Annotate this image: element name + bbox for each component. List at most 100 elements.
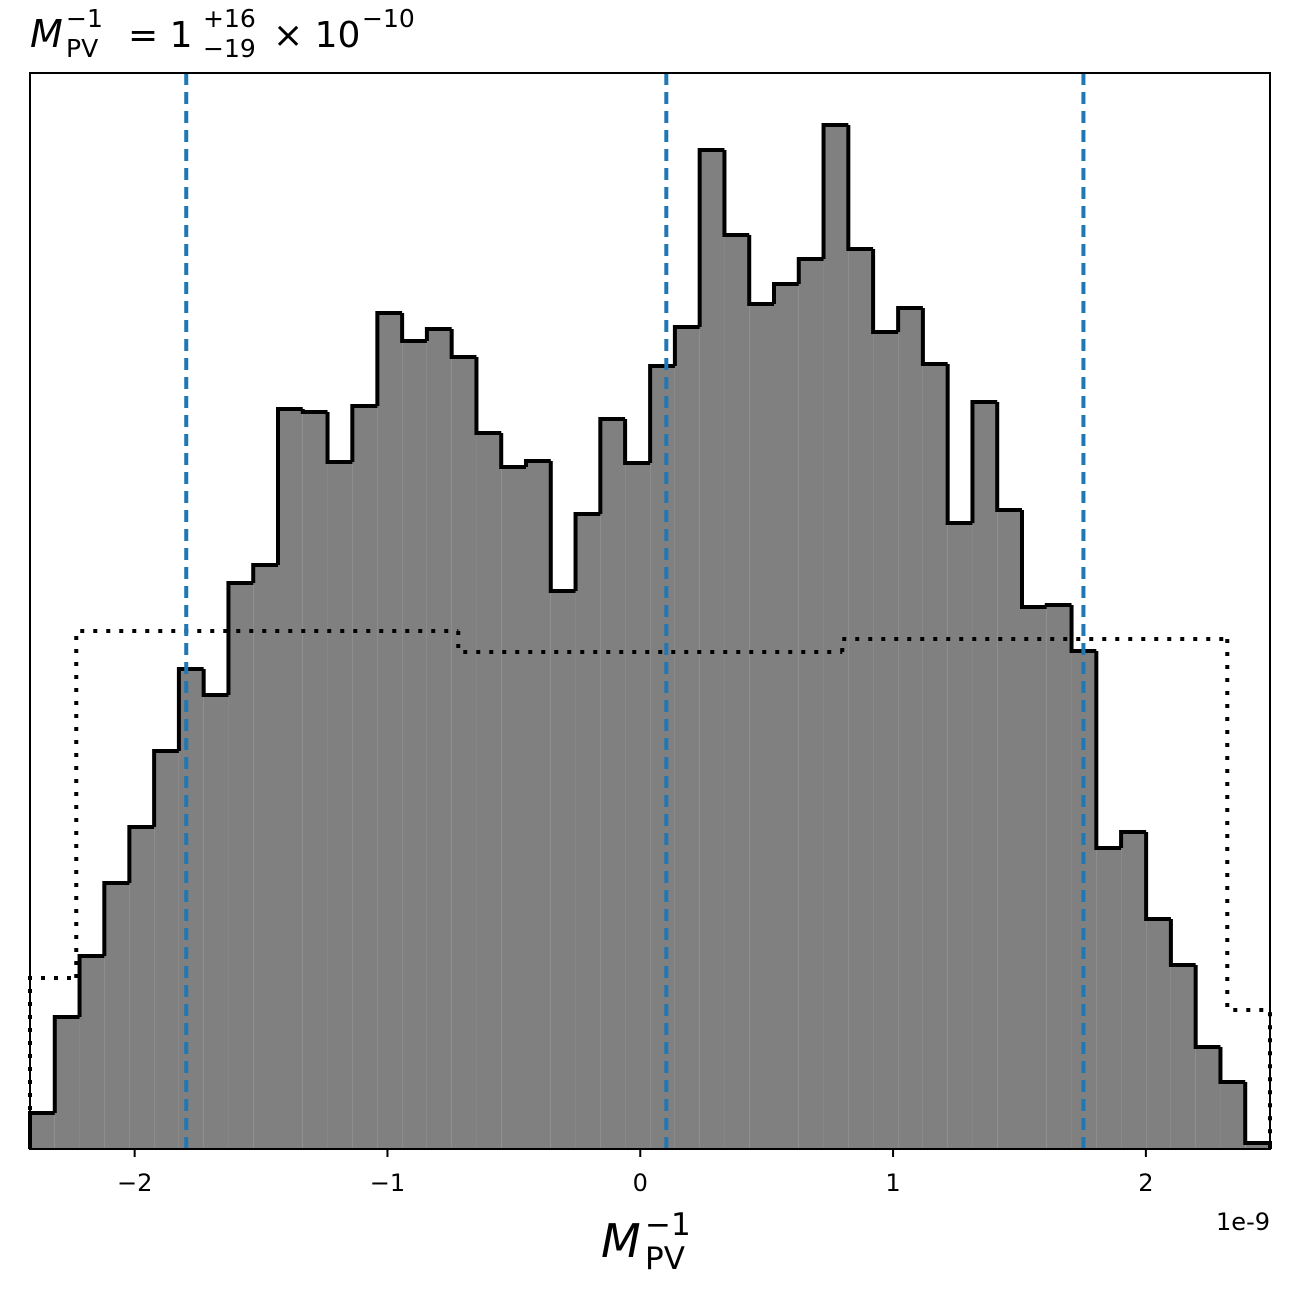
bar-edge — [325, 412, 353, 464]
bar-edge — [1168, 919, 1196, 967]
prior-step — [840, 637, 1228, 652]
bar — [997, 510, 1022, 1149]
bar-edge — [176, 667, 204, 751]
bar — [451, 357, 477, 1149]
bar-edge — [722, 150, 750, 237]
title-minus: −19 — [203, 34, 256, 63]
bar-edge — [400, 313, 427, 343]
bar-edge — [995, 402, 1022, 512]
bar — [104, 883, 130, 1149]
bar-edge — [102, 881, 130, 956]
bar-edge — [821, 123, 849, 259]
bar — [898, 308, 923, 1149]
bar-edge — [127, 825, 155, 883]
bar — [575, 514, 601, 1149]
bar-edge — [945, 364, 973, 525]
bar — [1170, 965, 1196, 1149]
bar-edge — [970, 400, 998, 523]
bar-edge — [276, 407, 303, 565]
bar — [674, 327, 700, 1149]
title-times: × 10 — [273, 15, 360, 56]
bar — [178, 669, 204, 1149]
bar-edge — [796, 257, 824, 284]
bar-edge — [623, 419, 651, 465]
bar-edge — [449, 329, 477, 359]
bar — [1046, 605, 1072, 1149]
title-plus: +16 — [203, 4, 256, 33]
bar — [873, 332, 899, 1149]
bar — [476, 433, 502, 1149]
bar — [1096, 848, 1122, 1149]
bar — [54, 1017, 80, 1149]
bar-edge — [1094, 651, 1122, 850]
bar-edge — [201, 669, 229, 697]
x-offset-label: 1e-9 — [1216, 1208, 1270, 1236]
bar-edge — [697, 148, 725, 327]
bar-edge — [226, 581, 254, 695]
bar — [922, 364, 948, 1149]
axes-frame — [29, 72, 1271, 1150]
bar-edge — [375, 311, 403, 406]
bar-edge — [672, 325, 700, 366]
bar — [30, 1113, 55, 1149]
bar-edge — [1044, 603, 1072, 607]
bar-edge — [846, 125, 874, 251]
bar-edge — [499, 433, 526, 469]
title-eq: = 1 — [128, 15, 193, 56]
bar — [1022, 607, 1047, 1149]
bar — [1146, 919, 1171, 1149]
bar — [749, 304, 774, 1149]
bar — [600, 419, 626, 1149]
bar-edge — [598, 417, 626, 514]
bar — [1195, 1047, 1221, 1149]
bar — [154, 751, 179, 1149]
x-tick-label: 1 — [885, 1169, 900, 1197]
bar-edge — [474, 357, 502, 435]
bar — [1121, 832, 1147, 1149]
bar-edge — [1243, 1082, 1272, 1149]
bar — [278, 409, 303, 1149]
bar-edge — [300, 409, 328, 414]
bar-edge — [896, 306, 923, 332]
bar-edge — [747, 235, 774, 306]
bar-edge — [524, 459, 551, 467]
x-tick-label: −1 — [370, 1169, 405, 1197]
bar — [1220, 1082, 1246, 1149]
bar — [352, 406, 378, 1149]
x-label-symbol: M — [601, 1214, 641, 1268]
x-label-sub: PV — [645, 1241, 685, 1277]
bar-edge — [152, 749, 179, 827]
bar — [253, 565, 278, 1149]
bar — [402, 341, 427, 1149]
bar — [302, 412, 328, 1149]
title-exp: −10 — [362, 4, 415, 33]
title-sup: −1 — [66, 4, 103, 33]
bar — [129, 827, 155, 1149]
bar-edge — [1119, 830, 1147, 848]
bar-edge — [548, 461, 576, 593]
title-sub: PV — [66, 34, 98, 63]
bar-edge — [772, 282, 799, 304]
bar — [798, 259, 824, 1149]
bar-edge — [1218, 1047, 1246, 1084]
bar — [377, 313, 403, 1149]
x-tick-label: 2 — [1138, 1169, 1153, 1197]
prior-step — [74, 629, 459, 978]
bar — [550, 591, 576, 1149]
bar — [501, 467, 526, 1149]
bar-edge — [52, 1015, 80, 1113]
bar — [228, 583, 254, 1149]
bar-edge — [1144, 832, 1171, 921]
bar — [426, 329, 452, 1149]
bar — [79, 956, 105, 1149]
bar — [972, 402, 998, 1149]
x-tick-label: −2 — [117, 1169, 152, 1197]
bar — [203, 695, 229, 1149]
bar — [774, 284, 799, 1149]
bar — [848, 249, 874, 1149]
bar — [699, 150, 725, 1149]
bar-edge — [77, 954, 105, 1017]
x-tick-label: 0 — [633, 1169, 648, 1197]
